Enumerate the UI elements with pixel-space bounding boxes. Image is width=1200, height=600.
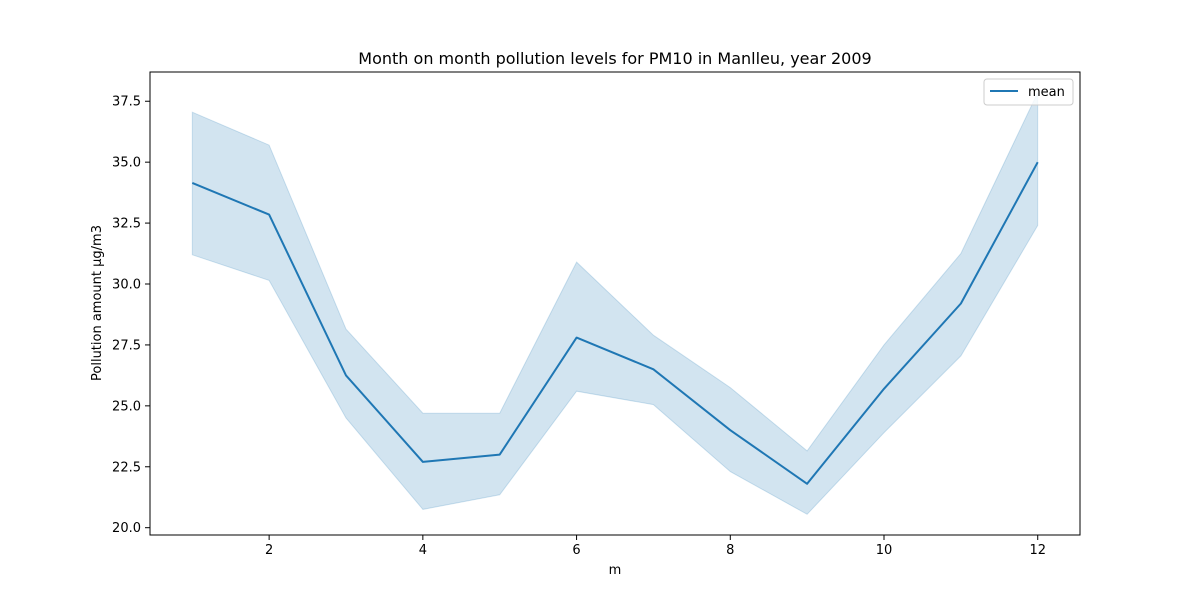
y-tick-label: 27.5 (112, 338, 141, 353)
y-axis-ticks: 20.0 22.5 25.0 27.5 30.0 32.5 35.0 37.5 (112, 95, 150, 536)
y-tick-label: 22.5 (112, 460, 141, 475)
legend-box (983, 78, 1074, 106)
y-tick-label: 20.0 (112, 521, 141, 536)
confidence-band-layer (191, 92, 1039, 515)
series-line-mean (191, 161, 1039, 485)
y-tick-label: 35.0 (112, 156, 141, 171)
x-tick-label: 6 (572, 543, 580, 558)
x-tick-label: 10 (876, 543, 893, 558)
chart-title: Month on month pollution levels for PM10… (358, 49, 871, 68)
y-tick-label: 25.0 (112, 399, 141, 414)
x-tick-label: 2 (265, 543, 273, 558)
y-tick-label: 32.5 (112, 217, 141, 232)
confidence-band-mean (191, 92, 1039, 515)
series-line-layer (191, 161, 1039, 485)
y-tick-label: 37.5 (112, 95, 141, 110)
plot-area-frame (149, 71, 1081, 536)
y-tick-label: 30.0 (112, 278, 141, 293)
x-axis-label: m (609, 563, 622, 578)
x-tick-label: 4 (419, 543, 427, 558)
x-axis-ticks: 2 4 6 8 10 12 (265, 535, 1046, 558)
y-axis-label: Pollution amount μg/m3 (90, 225, 105, 381)
x-tick-label: 8 (726, 543, 734, 558)
x-tick-label: 12 (1029, 543, 1046, 558)
legend-label-mean: mean (1028, 85, 1065, 100)
legend: mean (983, 78, 1074, 106)
